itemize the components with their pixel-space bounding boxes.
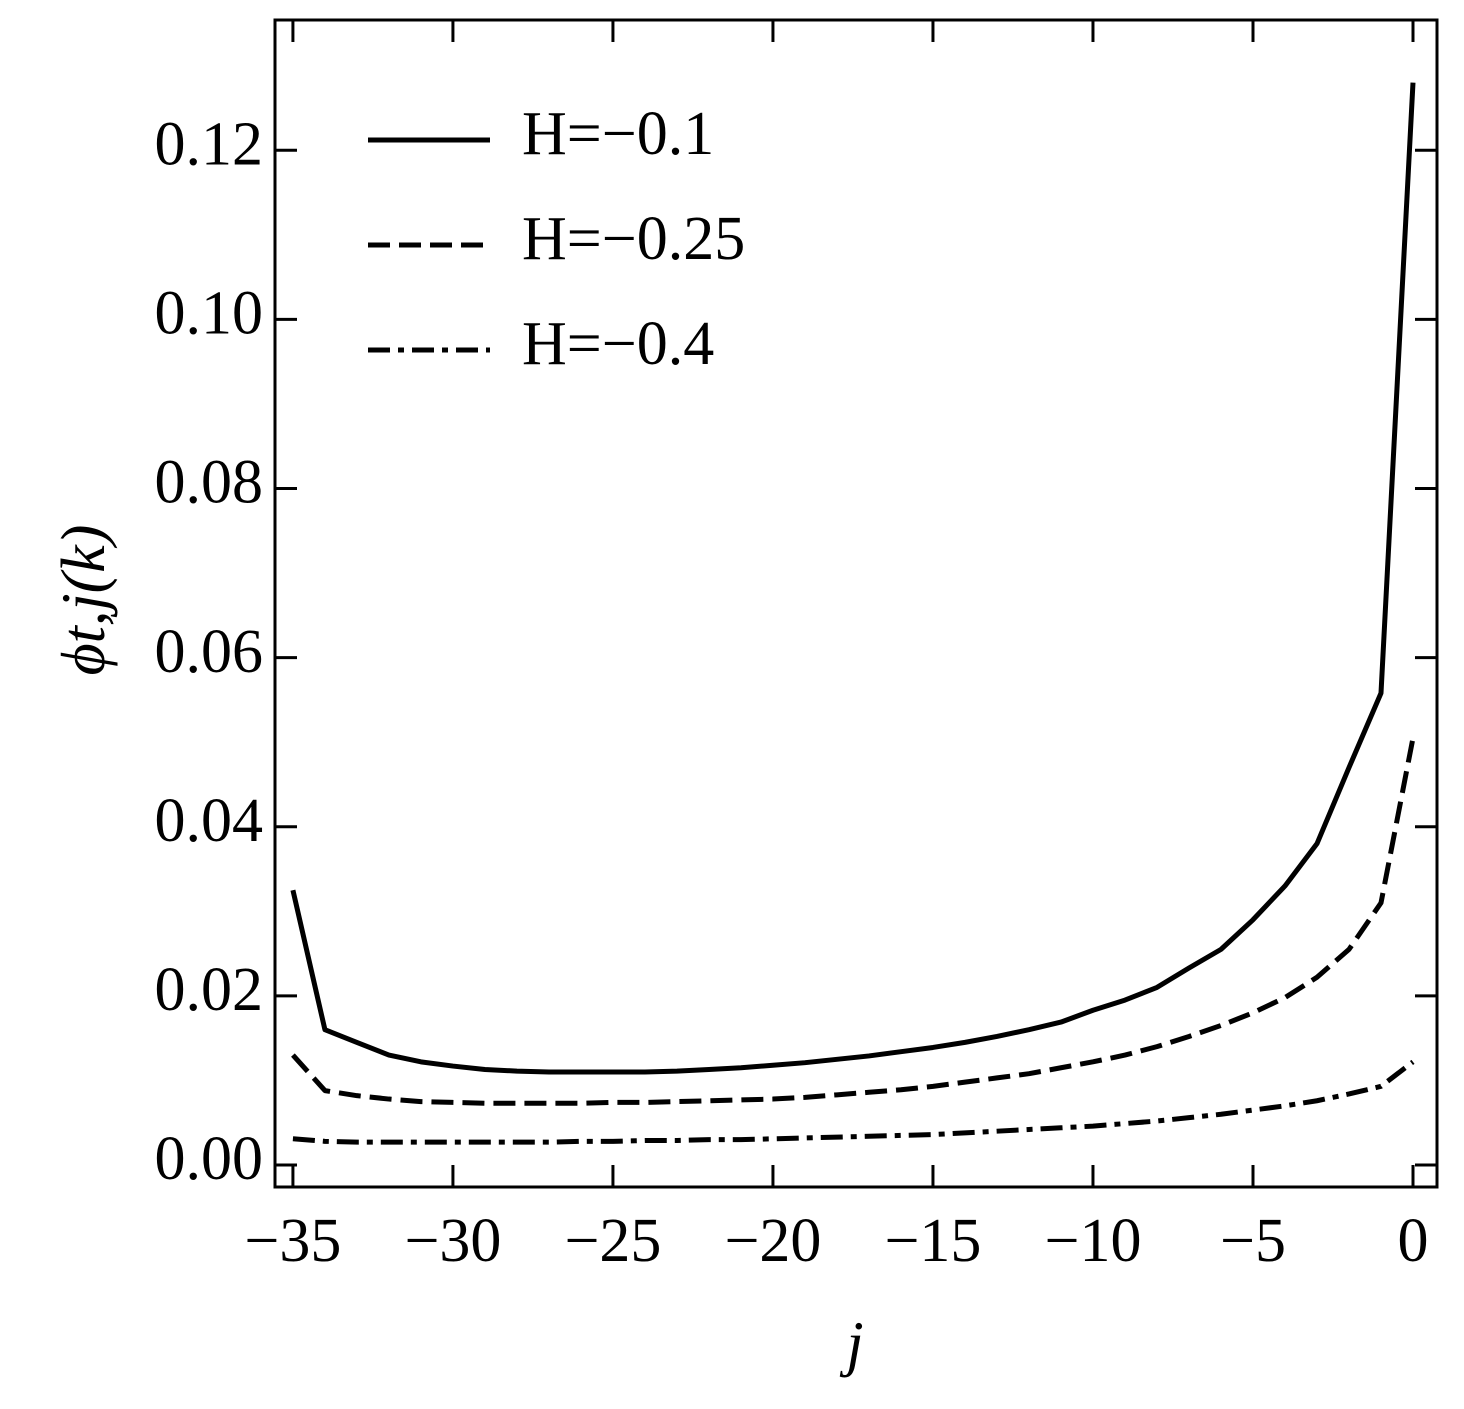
y-tick-label: 0.04 (155, 787, 264, 855)
y-tick-label: 0.10 (155, 280, 264, 348)
x-tick-label: −35 (244, 1207, 341, 1275)
x-tick-label: −20 (724, 1207, 821, 1275)
legend-label: H=−0.1 (522, 100, 714, 168)
x-tick-label: −25 (564, 1207, 661, 1275)
series-line (291, 737, 1416, 1106)
y-tick-label: 0.08 (155, 449, 264, 517)
series-line (292, 1059, 1415, 1145)
legend-label: H=−0.25 (522, 205, 745, 273)
y-tick-label: 0.02 (155, 956, 264, 1024)
x-tick-label: −15 (884, 1207, 981, 1275)
x-tick-label: 0 (1397, 1207, 1428, 1275)
x-tick-label: −30 (404, 1207, 501, 1275)
x-axis-label: j (839, 1310, 863, 1378)
y-tick-label: 0.12 (155, 110, 264, 178)
x-tick-label: −5 (1220, 1207, 1286, 1275)
series-line (290, 82, 1416, 1075)
legend-label: H=−0.4 (522, 310, 714, 378)
y-axis-label: ϕt,j(k) (50, 525, 118, 676)
y-tick-label: 0.00 (155, 1125, 264, 1193)
y-tick-label: 0.06 (155, 618, 264, 686)
x-tick-label: −10 (1044, 1207, 1141, 1275)
plot-frame (273, 18, 1439, 1189)
